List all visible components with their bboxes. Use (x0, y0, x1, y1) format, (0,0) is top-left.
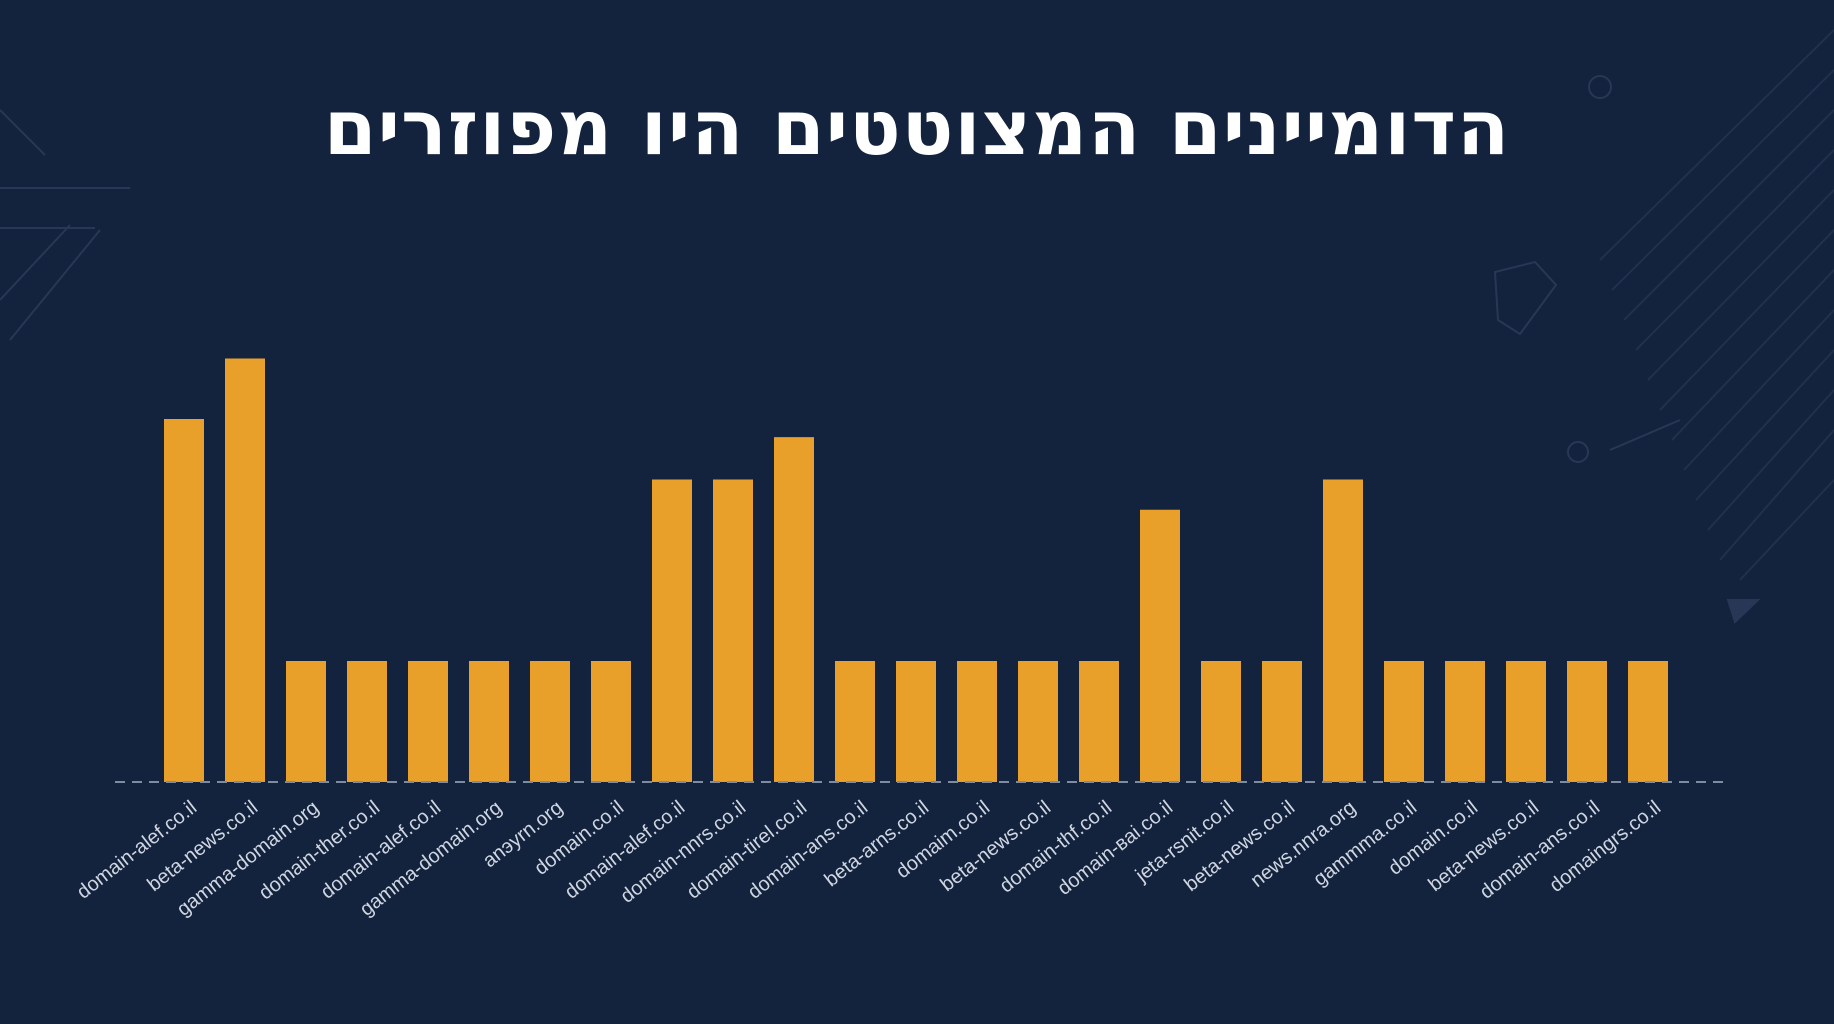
bar-16 (1140, 509, 1180, 782)
bar-15 (1079, 661, 1119, 782)
bar-1 (225, 358, 265, 782)
bars-group (164, 358, 1668, 782)
bar-12 (896, 661, 936, 782)
bar-7 (591, 661, 631, 782)
bar-6 (530, 661, 570, 782)
bar-18 (1262, 661, 1302, 782)
x-tick-label-24: domaingrs.co.il (1546, 797, 1666, 897)
bar-2 (286, 661, 326, 782)
bar-10 (774, 437, 814, 782)
bar-19 (1323, 479, 1363, 782)
bar-17 (1201, 661, 1241, 782)
bar-5 (469, 661, 509, 782)
bar-8 (652, 479, 692, 782)
bar-4 (408, 661, 448, 782)
bar-11 (835, 661, 875, 782)
bar-9 (713, 479, 753, 782)
x-tick-labels: domain-alef.co.ilbeta-news.co.ilgamma-do… (73, 797, 1665, 921)
chart-title: הדומיינים המצוטטים היו מפוזרים (323, 83, 1511, 172)
x-tick-label-12: beta-arns.co.il (821, 797, 934, 892)
bar-3 (347, 661, 387, 782)
x-tick-label-19: news.nnra.org (1247, 797, 1360, 892)
bar-13 (957, 661, 997, 782)
bar-21 (1445, 661, 1485, 782)
bar-0 (164, 419, 204, 782)
bar-24 (1628, 661, 1668, 782)
bar-22 (1506, 661, 1546, 782)
x-tick-label-20: gammma.co.il (1309, 797, 1421, 891)
bar-20 (1384, 661, 1424, 782)
bar-23 (1567, 661, 1607, 782)
bar-14 (1018, 661, 1058, 782)
